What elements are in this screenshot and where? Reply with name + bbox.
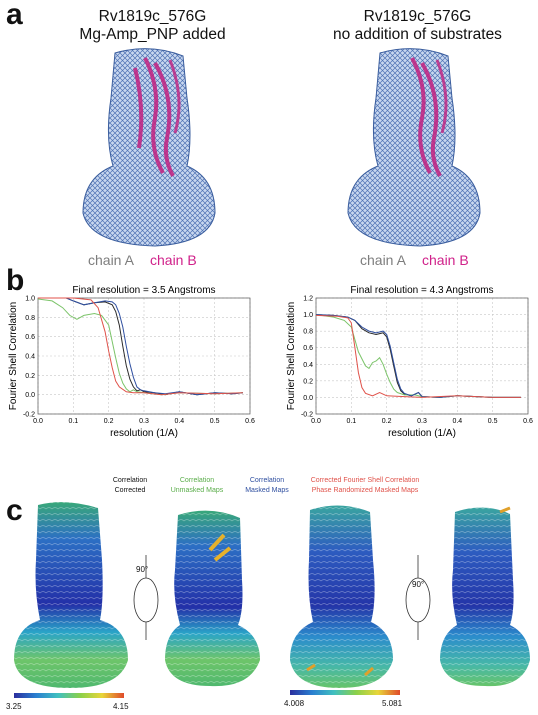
colorbar-right-max: 5.081 [382, 699, 403, 708]
chart1-ytick-label: 0.0 [303, 395, 313, 402]
legend-unmasked-line1: Correlation [179, 477, 215, 484]
chart0-xtick-label: 0.3 [139, 418, 149, 425]
chart0-xtick-label: 0.5 [210, 418, 220, 425]
chart1-series-line-0 [315, 314, 521, 398]
chart0-ytick-label: 0.8 [25, 315, 35, 322]
chart1-ytick-label: 0.8 [303, 329, 313, 336]
colorbar-left [14, 693, 124, 698]
colorbar-right [290, 690, 400, 695]
chain-a-label-right: chain A [360, 252, 406, 268]
chart0-xtick-label: 0.2 [104, 418, 114, 425]
chain-b-label-left: chain B [150, 252, 197, 268]
chart0-ytick-label: 0.6 [25, 334, 35, 341]
legend-item-unmasked: Correlation Unmasked Maps [157, 476, 237, 496]
chart1-series-line-1 [315, 314, 521, 398]
fsc-chart-left: Final resolution = 3.5 Angstroms-0.20.00… [8, 285, 255, 439]
chart1-series-line-2 [315, 314, 521, 398]
chart1-xtick-label: 0.2 [382, 418, 392, 425]
panel-label-c: c [6, 494, 23, 527]
chart0-xtick-label: 0.0 [33, 418, 43, 425]
chart0-xtick-label: 0.6 [245, 418, 255, 425]
chart0-xlabel: resolution (1/A) [110, 428, 178, 439]
legend-item-masked: Correlation Masked Maps [227, 476, 307, 496]
chart0-ytick-label: -0.2 [23, 412, 35, 419]
chart0-series-line-2 [38, 297, 243, 396]
colorbar-left-max: 4.15 [113, 702, 129, 711]
chart1-ylabel: Fourier Shell Correlation [286, 302, 297, 410]
chart1-ytick-label: 0.2 [303, 378, 313, 385]
chart0-xtick-label: 0.4 [174, 418, 184, 425]
chart1-xtick-label: 0.4 [452, 418, 462, 425]
chart0-ytick-label: 0.2 [25, 373, 35, 380]
panel-a-right-title: Rv1819c_576G no addition of substrates [310, 8, 525, 44]
legend-item-corrected: Correlation Corrected [95, 476, 165, 496]
chart1-xtick-label: 0.0 [311, 418, 321, 425]
chart0-ytick-label: 0.0 [25, 392, 35, 399]
structure-a-right [347, 48, 481, 247]
chart0-ytick-label: 1.0 [25, 296, 35, 303]
chart0-xtick-label: 0.1 [68, 418, 78, 425]
chart0-series-line-1 [37, 298, 243, 396]
rotation-label-right: 90° [412, 580, 425, 589]
local-resolution-map-c-right [290, 505, 530, 688]
rotation-label-left: 90° [136, 565, 149, 574]
panel-a-left-title-line1: Rv1819c_576G [98, 8, 207, 25]
chart1-xtick-label: 0.3 [417, 418, 427, 425]
chart0-ytick-label: 0.4 [25, 354, 35, 361]
chart1-ytick-label: 1.2 [303, 296, 313, 303]
chart1-ytick-label: 0.6 [303, 345, 313, 352]
chart1-xlabel: resolution (1/A) [388, 428, 456, 439]
chart1-ytick-label: -0.2 [301, 412, 313, 419]
chain-b-label-right: chain B [422, 252, 469, 268]
chart1-xtick-label: 0.6 [523, 418, 533, 425]
chart0-series-line-0 [38, 297, 243, 396]
panel-label-b: b [6, 264, 25, 297]
panel-label-a: a [6, 0, 23, 31]
panel-a-right-title-line1: Rv1819c_576G [363, 8, 472, 25]
legend-phase-line1: Corrected Fourier Shell Correlation [310, 477, 420, 484]
legend-phase-line2: Phase Randomized Masked Maps [311, 487, 419, 494]
chart1-xtick-label: 0.5 [488, 418, 498, 425]
panel-a-right-title-line2: no addition of substrates [333, 26, 502, 43]
colorbar-right-min: 4.008 [284, 699, 305, 708]
fsc-chart-right: Final resolution = 4.3 Angstroms-0.20.00… [286, 285, 533, 439]
chart1-xtick-label: 0.1 [346, 418, 356, 425]
chart0-plot-frame [37, 297, 251, 415]
legend-corrected-line1: Correlation [112, 477, 148, 484]
chart1-ytick-label: 1.0 [303, 312, 313, 319]
structure-a-left [82, 48, 216, 247]
legend-masked-line1: Correlation [249, 477, 285, 484]
legend-corrected-line2: Corrected [114, 487, 146, 494]
chart0-ylabel: Fourier Shell Correlation [8, 302, 19, 410]
chart1-plot-frame [315, 297, 529, 415]
colorbar-left-min: 3.25 [6, 702, 22, 711]
local-resolution-map-c-left [14, 502, 260, 688]
panel-a-left-title-line2: Mg-Amp_PNP added [79, 26, 226, 43]
chart1-title: Final resolution = 4.3 Angstroms [350, 285, 493, 296]
legend-masked-line2: Masked Maps [245, 487, 289, 494]
fsc-legend: Correlation Corrected Correlation Unmask… [95, 476, 535, 500]
panel-a-left-title: Rv1819c_576G Mg-Amp_PNP added [45, 8, 260, 44]
chart1-ytick-label: 0.4 [303, 362, 313, 369]
legend-item-phase-randomized: Corrected Fourier Shell Correlation Phas… [295, 476, 435, 496]
chart0-series-line-3 [38, 297, 243, 396]
chart0-title: Final resolution = 3.5 Angstroms [72, 285, 215, 296]
chain-a-label-left: chain A [88, 252, 134, 268]
chart1-series-line-3 [315, 314, 521, 398]
legend-unmasked-line2: Unmasked Maps [170, 487, 224, 494]
